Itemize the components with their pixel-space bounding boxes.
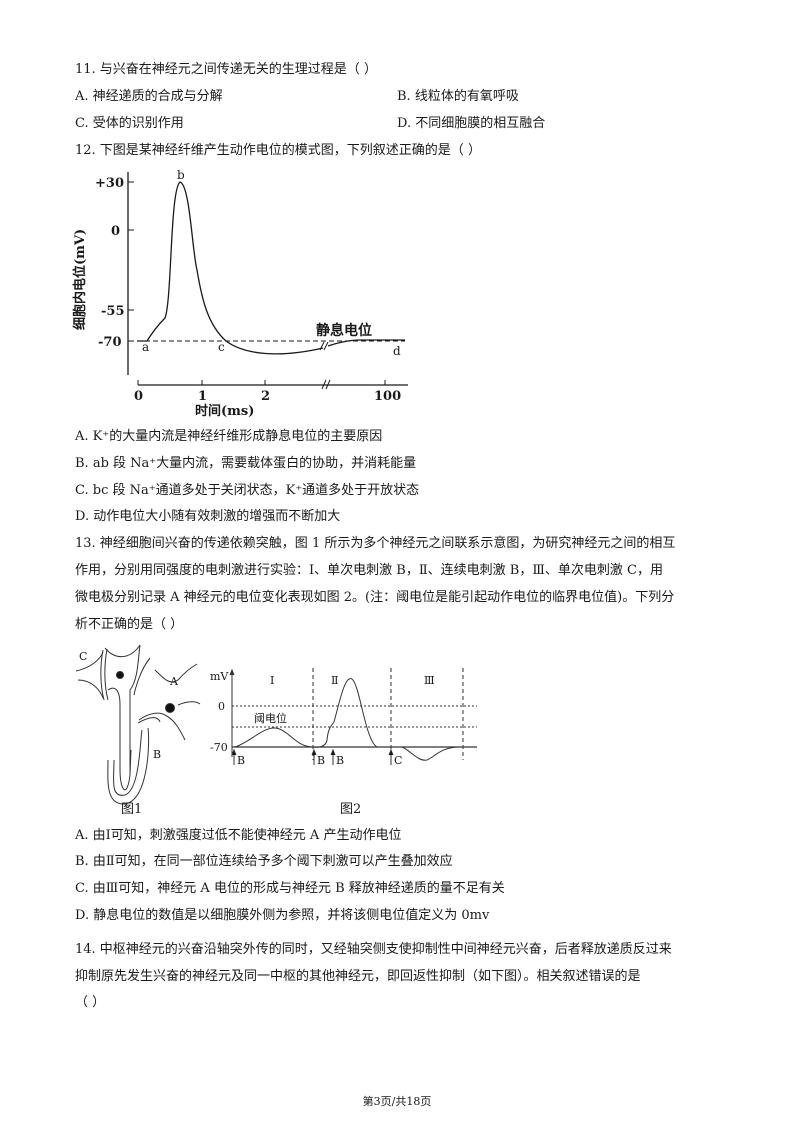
resting-label: 静息电位 <box>316 322 372 339</box>
q11-option-d: D. 不同细胞膜的相互融合 <box>397 116 546 131</box>
y-unit: mV <box>210 670 229 683</box>
threshold-label: 阈电位 <box>254 711 287 725</box>
potential-curve-late <box>327 339 405 347</box>
point-d: d <box>393 344 401 358</box>
q14-stem-line: （ ） <box>75 995 106 1010</box>
label-c: C <box>79 650 87 663</box>
q13-stem-line: 析不正确的是（ ） <box>75 617 184 632</box>
section-2: Ⅱ <box>331 674 338 687</box>
xtick: 1 <box>198 389 207 404</box>
q12-option-d: D. 动作电位大小随有效刺激的增强而不断加大 <box>75 509 341 524</box>
ytick: -70 <box>98 335 122 350</box>
potential-recording-chart <box>229 668 477 765</box>
stimulus-label: C <box>394 754 402 767</box>
stimulus-label: B <box>317 754 325 767</box>
ytick-0: 0 <box>218 700 225 713</box>
section-1: Ⅰ <box>270 674 274 687</box>
q13-option-c: C. 由Ⅲ可知，神经元 A 电位的形成与神经元 B 释放神经递质的量不足有关 <box>75 881 505 896</box>
point-c: c <box>218 340 225 354</box>
q11-option-c: C. 受体的识别作用 <box>75 116 184 131</box>
xtick: 100 <box>374 389 401 404</box>
xtick: 2 <box>261 389 270 404</box>
q12-option-c: C. bc 段 Na⁺通道多处于关闭状态，K⁺通道多处于开放状态 <box>75 483 420 498</box>
q13-stem-line: 13. 神经细胞间兴奋的传递依赖突触，图 1 所示为多个神经元之间联系示意图，为… <box>75 536 676 551</box>
ytick: 0 <box>111 224 120 239</box>
ytick-70: -70 <box>210 741 228 754</box>
stimulus-label: B <box>237 754 245 767</box>
section-3: Ⅲ <box>424 674 435 687</box>
ytick: -55 <box>101 304 125 319</box>
q13-option-b: B. 由Ⅱ可知，在同一部位连续给予多个阈下刺激可以产生叠加效应 <box>75 854 453 869</box>
x-axis-label: 时间(ms) <box>195 403 254 419</box>
neuron-diagram <box>75 644 201 805</box>
q13-stem-line: 作用，分别用同强度的电刺激进行实验：Ⅰ、单次电刺激 B，Ⅱ、连续电刺激 B，Ⅲ、… <box>75 563 663 578</box>
xtick: 0 <box>134 389 143 404</box>
figure1-caption: 图1 <box>121 802 142 817</box>
label-a: A <box>169 675 179 688</box>
q12-option-b: B. ab 段 Na⁺大量内流，需要载体蛋白的协助，并消耗能量 <box>75 456 417 471</box>
q13-stem-line: 微电极分别记录 A 神经元的电位变化表现如图 2。(注：阈电位是能引起动作电位的… <box>75 590 675 605</box>
figure2-caption: 图2 <box>340 802 361 817</box>
q11-option-a: A. 神经递质的合成与分解 <box>75 89 223 104</box>
y-axis-label: 细胞内电位(mV) <box>72 229 88 330</box>
q13-option-a: A. 由Ⅰ可知，刺激强度过低不能使神经元 A 产生动作电位 <box>75 828 402 843</box>
q11-option-b: B. 线粒体的有氧呼吸 <box>397 89 519 104</box>
point-a: a <box>142 340 149 354</box>
stimulus-label: B <box>336 754 344 767</box>
q13-option-d: D. 静息电位的数值是以细胞膜外侧为参照，并将该侧电位值定义为 0mv <box>75 908 490 923</box>
q12-option-a: A. K⁺的大量内流是神经纤维形成静息电位的主要原因 <box>75 429 383 444</box>
q14-stem-line: 14. 中枢神经元的兴奋沿轴突外传的同时，又经轴突侧支使抑制性中间神经元兴奋，后… <box>75 942 672 957</box>
q12-stem: 12. 下图是某神经纤维产生动作电位的模式图，下列叙述正确的是（ ） <box>75 143 481 158</box>
action-potential-figure <box>127 172 408 390</box>
q14-stem-line: 抑制原先发生兴奋的神经元及同一中枢的其他神经元，即回返性抑制（如下图）。相关叙述… <box>75 969 641 984</box>
page-footer: 第3页/共18页 <box>362 1095 432 1108</box>
q11-stem: 11. 与兴奋在神经元之间传递无关的生理过程是（ ） <box>75 62 377 77</box>
label-b: B <box>153 748 161 761</box>
point-b: b <box>177 168 185 182</box>
ytick: +30 <box>95 176 124 191</box>
potential-curve <box>137 181 324 355</box>
